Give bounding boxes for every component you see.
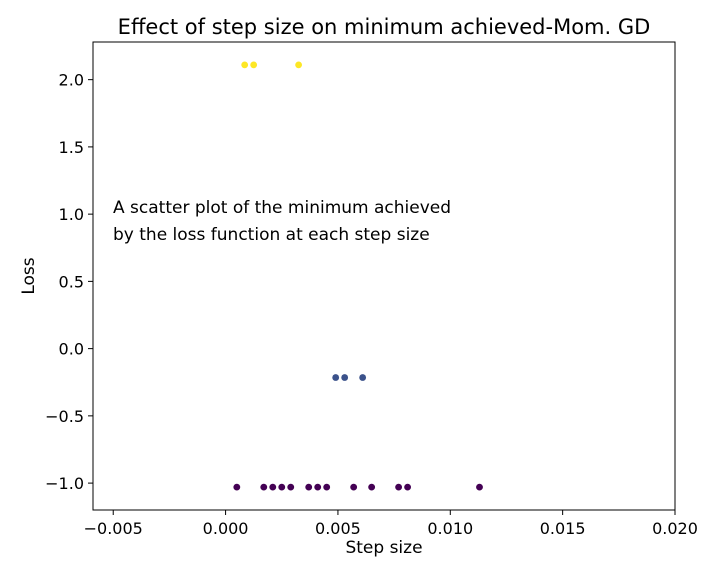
scatter-point <box>350 483 358 491</box>
scatter-point <box>233 483 241 491</box>
scatter-point <box>305 483 313 491</box>
scatter-point <box>278 483 286 491</box>
x-tick-label: 0.010 <box>427 519 473 538</box>
plot-area-frame <box>92 41 676 511</box>
y-tick-label: 0.0 <box>59 340 84 359</box>
y-tick-label: −0.5 <box>45 407 84 426</box>
scatter-points <box>233 61 483 491</box>
y-tick-label: 1.5 <box>59 138 84 157</box>
x-axis: −0.005 0.000 0.005 0.010 0.015 0.020 <box>84 510 698 538</box>
x-tick-label: 0.020 <box>652 519 698 538</box>
x-axis-label: Step size <box>345 538 422 558</box>
y-tick-label: 2.0 <box>59 71 84 90</box>
x-tick-label: 0.005 <box>315 519 361 538</box>
scatter-point <box>332 374 340 381</box>
scatter-point <box>241 61 249 69</box>
scatter-point <box>395 483 403 491</box>
y-tick-label: 1.0 <box>59 205 84 224</box>
scatter-point <box>314 483 322 491</box>
x-tick-label: 0.015 <box>540 519 586 538</box>
scatter-point <box>476 483 483 491</box>
scatter-point <box>269 483 277 491</box>
y-axis-label: Loss <box>19 257 39 294</box>
x-tick-label: 0.000 <box>203 519 249 538</box>
scatter-point <box>359 374 367 381</box>
scatter-point <box>323 483 331 491</box>
x-tick-label: −0.005 <box>84 519 143 538</box>
scatter-point <box>341 374 349 381</box>
scatter-point <box>404 483 411 491</box>
scatter-point <box>295 61 303 69</box>
y-axis: −1.0 −0.5 0.0 0.5 1.0 1.5 2.0 <box>45 71 93 493</box>
scatter-point <box>250 61 258 69</box>
annotation-line-2: by the loss function at each step size <box>113 225 430 245</box>
scatter-point <box>287 483 295 491</box>
annotation-line-1: A scatter plot of the minimum achieved <box>113 198 451 218</box>
scatter-point <box>368 483 376 491</box>
y-tick-label: 0.5 <box>59 272 84 291</box>
y-tick-label: −1.0 <box>45 474 84 493</box>
chart-title: Effect of step size on minimum achieved-… <box>118 15 651 39</box>
scatter-point <box>260 483 268 491</box>
